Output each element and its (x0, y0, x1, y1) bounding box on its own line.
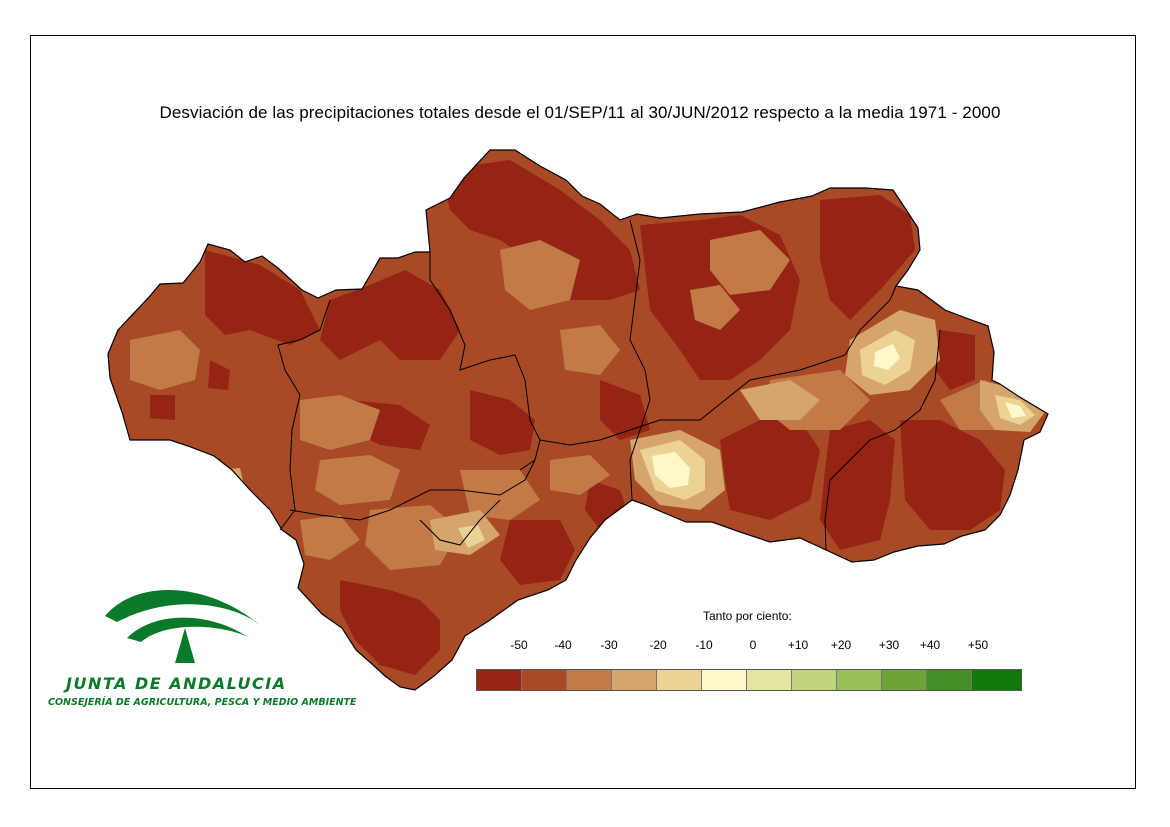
province-boundaries (277, 219, 941, 551)
legend-swatch (882, 670, 927, 690)
legend-tick-label: -10 (695, 638, 713, 652)
legend-swatch (657, 670, 702, 690)
legend-tick-label: -20 (649, 638, 667, 652)
map-title: Desviación de las precipitaciones totale… (159, 103, 1001, 122)
legend-tick-label: 0 (749, 638, 757, 652)
organization-name: JUNTA DE ANDALUCIA (66, 674, 287, 693)
legend-swatch (747, 670, 792, 690)
legend-tick-label: +40 (919, 638, 941, 652)
legend-swatch (927, 670, 972, 690)
legend-tick-label: +30 (878, 638, 900, 652)
legend-title: Tanto por ciento: (703, 609, 792, 623)
junta-de-andalucia-emblem-icon (105, 590, 260, 663)
legend-swatch (702, 670, 747, 690)
legend-swatch (792, 670, 837, 690)
legend-swatch (612, 670, 657, 690)
region-outline (107, 149, 1049, 691)
legend-tick-label: +50 (967, 638, 989, 652)
legend-color-bar (476, 669, 1022, 691)
legend-tick-label: +20 (830, 638, 852, 652)
legend-tick-label: -50 (510, 638, 528, 652)
legend-tick-label: -30 (600, 638, 618, 652)
legend-swatch (567, 670, 612, 690)
department-name: CONSEJERÍA DE AGRICULTURA, PESCA Y MEDIO… (48, 697, 357, 708)
legend-swatch (837, 670, 882, 690)
legend-tick-label: -40 (554, 638, 572, 652)
legend-swatch (972, 670, 1021, 690)
legend-swatch (477, 670, 522, 690)
legend-tick-label: +10 (787, 638, 809, 652)
legend-swatch (522, 670, 567, 690)
